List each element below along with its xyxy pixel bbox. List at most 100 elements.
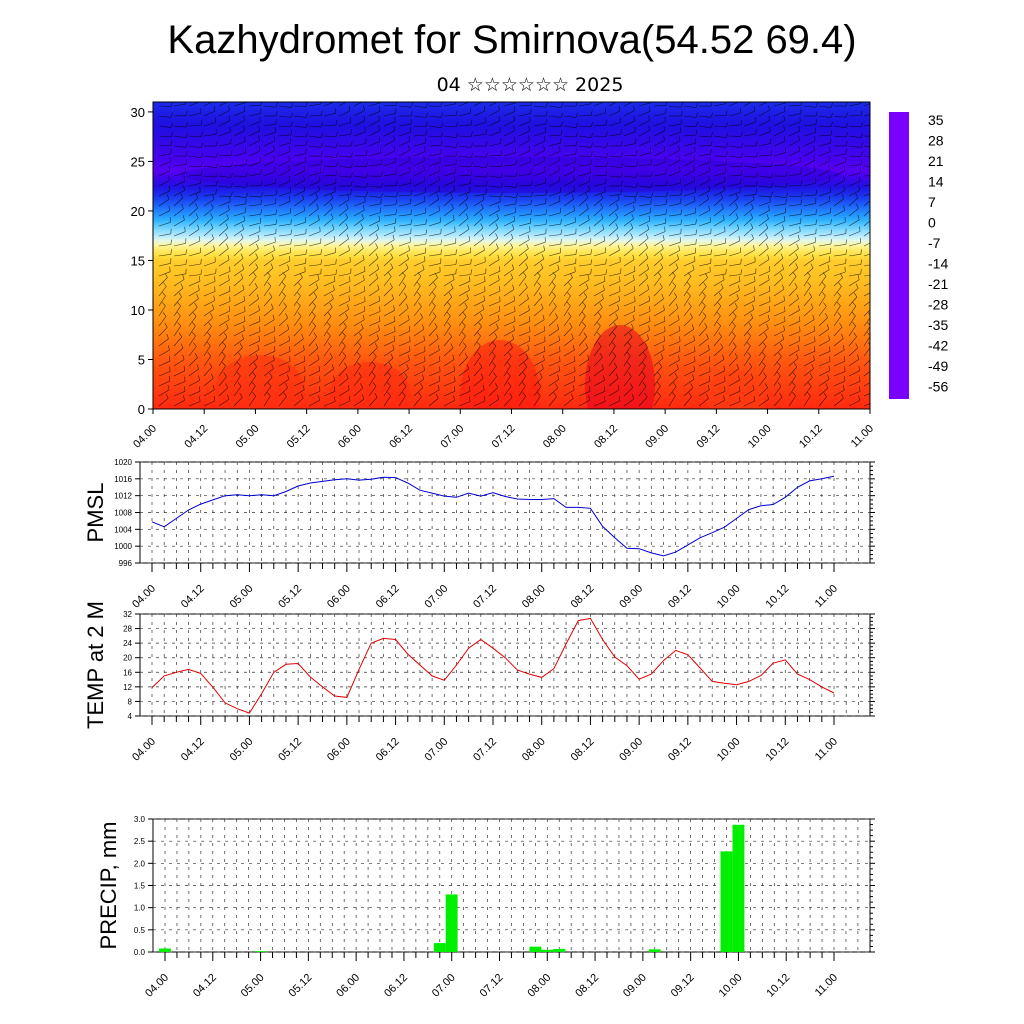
wind-barb-flag bbox=[333, 375, 335, 381]
wind-barb bbox=[788, 239, 800, 247]
wind-barb-flag bbox=[329, 302, 333, 308]
wind-barb bbox=[743, 300, 755, 307]
wind-barb-flag bbox=[301, 333, 304, 339]
wind-barb bbox=[383, 150, 396, 157]
wind-barb bbox=[683, 105, 696, 108]
wind-barb bbox=[233, 257, 244, 267]
wind-barb bbox=[803, 150, 815, 157]
wind-barb bbox=[458, 155, 471, 158]
wind-barb bbox=[563, 305, 571, 317]
wind-barb bbox=[563, 398, 574, 407]
wind-barb bbox=[428, 286, 437, 297]
wind-barb bbox=[503, 164, 516, 167]
wind-barb bbox=[623, 290, 636, 297]
wind-barb bbox=[548, 285, 556, 297]
wind-barb-flag bbox=[451, 203, 454, 209]
wind-barb bbox=[173, 381, 186, 387]
wind-barb bbox=[473, 400, 486, 407]
wind-barb-flag bbox=[320, 122, 323, 128]
wind-barb bbox=[773, 203, 786, 207]
wind-barb bbox=[698, 286, 707, 297]
x-tick-label: 07.00 bbox=[430, 972, 458, 1000]
wind-barb bbox=[683, 276, 692, 287]
wind-barb bbox=[638, 386, 647, 397]
wind-barb bbox=[608, 122, 621, 127]
wind-barb bbox=[173, 172, 186, 177]
wind-barb-flag bbox=[678, 245, 680, 251]
wind-barb-flag bbox=[356, 351, 361, 357]
wind-barb-flag bbox=[626, 351, 631, 357]
wind-barb-flag bbox=[281, 281, 286, 287]
wind-barb-flag bbox=[693, 365, 696, 371]
y-tick-label: 4 bbox=[128, 712, 133, 721]
wind-barb bbox=[428, 305, 436, 317]
wind-barb-flag bbox=[507, 382, 512, 387]
wind-barb bbox=[848, 336, 857, 347]
wind-barb bbox=[458, 335, 466, 347]
wind-barb bbox=[593, 155, 606, 158]
wind-barb bbox=[638, 102, 651, 107]
wind-barb bbox=[773, 111, 786, 117]
wind-barb-flag bbox=[693, 196, 696, 202]
wind-barb-flag bbox=[227, 205, 230, 211]
wind-barb bbox=[353, 201, 366, 207]
wind-barb-flag bbox=[467, 224, 470, 230]
wind-barb bbox=[773, 120, 785, 127]
wind-barb bbox=[488, 131, 501, 137]
wind-barb-flag bbox=[210, 223, 214, 229]
wind-barb bbox=[788, 320, 801, 327]
wind-barb bbox=[818, 328, 829, 337]
wind-barb bbox=[248, 130, 260, 137]
wind-barb-flag bbox=[566, 301, 571, 307]
wind-barb bbox=[413, 115, 426, 118]
wind-barb-flag bbox=[748, 362, 753, 368]
wind-barb-flag bbox=[319, 386, 321, 392]
wind-barb-flag bbox=[450, 283, 454, 289]
colorbar-label: -35 bbox=[928, 317, 948, 333]
wind-barb-flag bbox=[739, 276, 741, 282]
wind-barb-flag bbox=[723, 365, 726, 371]
wind-barb bbox=[368, 356, 377, 367]
wind-barb bbox=[503, 130, 515, 137]
wind-barb bbox=[623, 310, 636, 317]
wind-barb bbox=[608, 217, 619, 227]
wind-barb-flag bbox=[380, 198, 382, 204]
wind-barb bbox=[473, 273, 486, 277]
wind-barb bbox=[743, 122, 756, 127]
wind-barb bbox=[698, 271, 711, 277]
wind-barb-flag bbox=[876, 162, 878, 167]
wind-barb bbox=[413, 234, 426, 237]
wind-barb bbox=[788, 366, 798, 377]
wind-barb-flag bbox=[524, 282, 528, 288]
wind-barb-flag bbox=[813, 355, 815, 361]
wind-barb bbox=[203, 291, 216, 297]
wind-barb-flag bbox=[740, 170, 743, 176]
wind-barb bbox=[668, 319, 680, 327]
wind-barb bbox=[428, 360, 441, 367]
wind-barb bbox=[218, 218, 229, 227]
wind-barb bbox=[818, 387, 829, 397]
wind-barb-flag bbox=[253, 362, 257, 367]
wind-barb-flag bbox=[650, 171, 653, 177]
wind-barb-flag bbox=[236, 362, 241, 367]
wind-barb bbox=[338, 366, 348, 377]
wind-barb-flag bbox=[596, 331, 601, 337]
wind-barb-flag bbox=[287, 374, 290, 380]
wind-barb-flag bbox=[334, 186, 336, 192]
wind-barb bbox=[548, 170, 560, 177]
wind-barb bbox=[458, 357, 468, 367]
wind-barb-flag bbox=[678, 136, 681, 142]
wind-barb bbox=[353, 209, 365, 217]
wind-barb-flag bbox=[390, 353, 394, 359]
wind-barb bbox=[668, 194, 681, 197]
wind-barb bbox=[563, 233, 576, 237]
wind-barb-flag bbox=[455, 259, 457, 265]
wind-barb bbox=[593, 145, 606, 148]
wind-barb bbox=[353, 398, 365, 407]
wind-barb bbox=[758, 201, 771, 207]
wind-barb-flag bbox=[318, 185, 320, 191]
wind-barb bbox=[758, 131, 771, 137]
wind-barb-flag bbox=[753, 295, 756, 301]
wind-barb-flag bbox=[207, 352, 212, 357]
wind-barb-flag bbox=[617, 384, 620, 390]
